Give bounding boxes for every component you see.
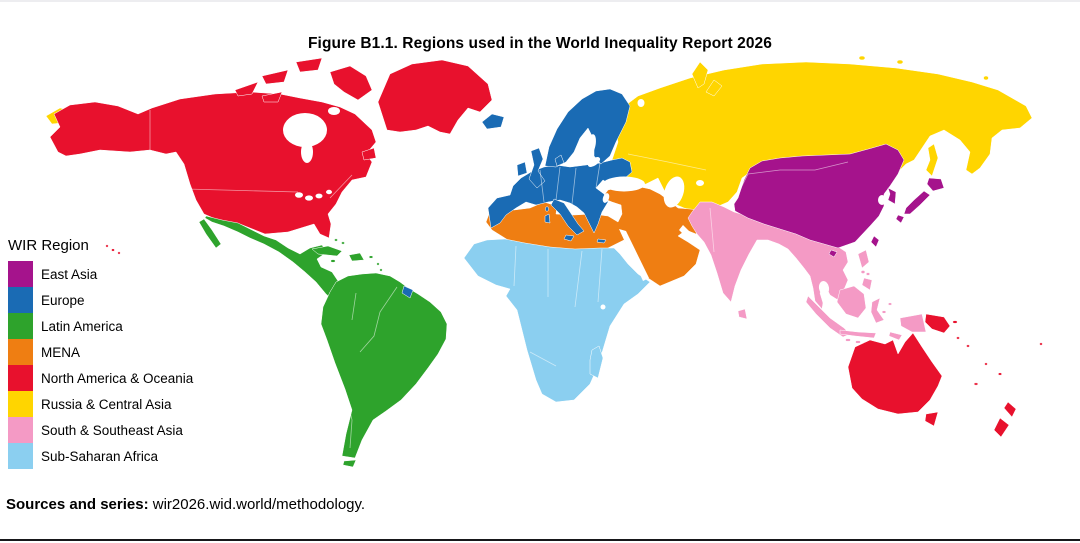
legend-swatch-europe — [8, 287, 33, 313]
legend: WIR Region East Asia Europe Latin Americ… — [8, 237, 193, 469]
legend-label: Europe — [41, 292, 85, 308]
legend-swatch-sub-saharan-africa — [8, 443, 33, 469]
legend-label: Russia & Central Asia — [41, 396, 172, 412]
legend-title: WIR Region — [8, 237, 89, 254]
figure-title: Figure B1.1. Regions used in the World I… — [307, 35, 772, 52]
legend-label: MENA — [41, 344, 81, 360]
legend-item-russia-central-asia: Russia & Central Asia — [8, 391, 193, 417]
legend-item-europe: Europe — [8, 287, 193, 313]
legend-item-south-southeast-asia: South & Southeast Asia — [8, 417, 193, 443]
region-french-guiana — [401, 285, 414, 299]
legend-swatch-north-america-oceania — [8, 365, 33, 391]
region-sub-saharan-africa — [463, 238, 651, 403]
legend-swatch-mena — [8, 339, 33, 365]
source-note-text: wir2026.wid.world/methodology. — [148, 496, 366, 513]
source-note: Sources and series: wir2026.wid.world/me… — [6, 496, 365, 513]
legend-label: North America & Oceania — [41, 370, 194, 386]
region-north-america-oceania — [49, 57, 1043, 438]
legend-swatch-east-asia — [8, 261, 33, 287]
legend-swatch-russia-central-asia — [8, 391, 33, 417]
legend-item-north-america-oceania: North America & Oceania — [8, 365, 193, 391]
region-europe — [481, 88, 633, 244]
legend-item-latin-america: Latin America — [8, 313, 193, 339]
legend-swatch-latin-america — [8, 313, 33, 339]
legend-label: Sub-Saharan Africa — [41, 448, 159, 464]
legend-item-sub-saharan-africa: Sub-Saharan Africa — [8, 443, 193, 469]
legend-label: East Asia — [41, 266, 98, 282]
region-east-asia — [733, 143, 945, 258]
legend-item-east-asia: East Asia — [8, 261, 193, 287]
legend-label: South & Southeast Asia — [41, 422, 183, 438]
country-borders — [149, 110, 849, 449]
sea-overlays — [283, 99, 886, 310]
legend-swatch-south-southeast-asia — [8, 417, 33, 443]
source-note-label: Sources and series: — [6, 496, 149, 513]
region-latin-america — [198, 215, 448, 468]
legend-label: Latin America — [41, 318, 123, 334]
legend-item-mena: MENA — [8, 339, 193, 365]
